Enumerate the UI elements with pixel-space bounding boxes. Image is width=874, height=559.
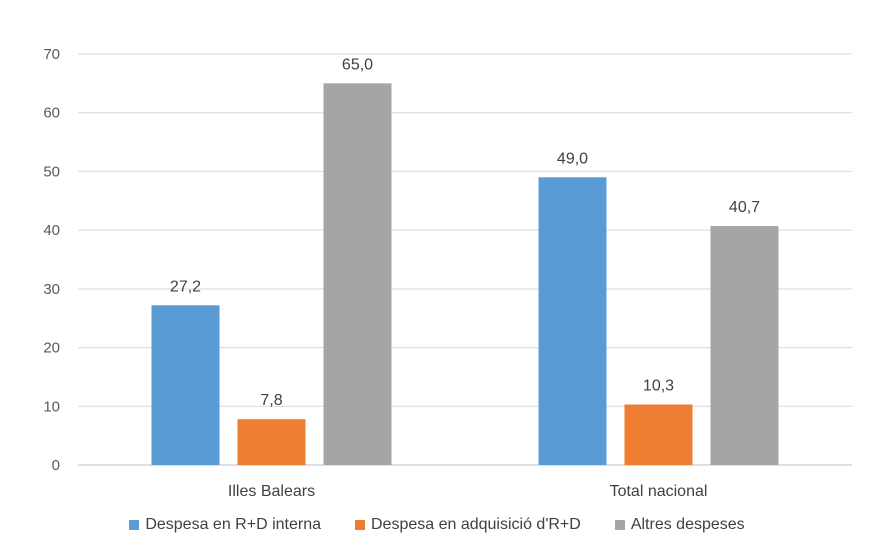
y-tick-label-10: 10 xyxy=(43,398,60,415)
bar-0-1 xyxy=(237,419,306,465)
y-tick-label-60: 60 xyxy=(43,105,60,122)
legend-swatch-altres xyxy=(614,520,625,530)
x-category-label-1: Total nacional xyxy=(610,483,708,500)
bar-chart: 0 10 20 30 40 50 60 70 27,2 7,8 65,0 Illes Balears 4… xyxy=(43,46,852,500)
x-category-label-0: Illes Balears xyxy=(228,483,315,500)
legend-item-rd-interna: Despesa en R+D interna xyxy=(129,516,321,534)
data-label-0-0: 27,2 xyxy=(170,278,201,295)
legend-item-altres: Altres despeses xyxy=(614,516,745,534)
bar-1-0 xyxy=(538,177,607,466)
legend-swatch-adquisicio xyxy=(354,520,365,530)
y-tick-label-0: 0 xyxy=(52,457,60,474)
legend: Despesa en R+D interna Despesa en adquis… xyxy=(0,516,874,534)
y-tick-label-50: 50 xyxy=(43,163,60,180)
data-label-1-0: 49,0 xyxy=(557,150,588,167)
legend-label-adquisicio: Despesa en adquisició d'R+D xyxy=(370,516,581,533)
y-tick-label-20: 20 xyxy=(43,340,60,357)
y-tick-label-30: 30 xyxy=(43,281,60,298)
bar-0-0 xyxy=(151,305,220,465)
data-label-1-1: 10,3 xyxy=(643,378,674,395)
y-tick-label-70: 70 xyxy=(43,46,60,63)
data-label-1-2: 40,7 xyxy=(729,199,760,216)
data-label-0-2: 65,0 xyxy=(342,56,373,73)
legend-item-adquisicio: Despesa en adquisició d'R+D xyxy=(354,516,581,534)
data-label-0-1: 7,8 xyxy=(260,392,282,409)
y-tick-label-40: 40 xyxy=(43,222,60,239)
bar-1-2 xyxy=(710,226,779,465)
bar-0-2 xyxy=(323,83,392,465)
legend-label-altres: Altres despeses xyxy=(630,516,745,533)
bar-1-1 xyxy=(624,404,693,465)
legend-label-rd-interna: Despesa en R+D interna xyxy=(145,516,321,533)
legend-swatch-rd-interna xyxy=(129,520,140,530)
